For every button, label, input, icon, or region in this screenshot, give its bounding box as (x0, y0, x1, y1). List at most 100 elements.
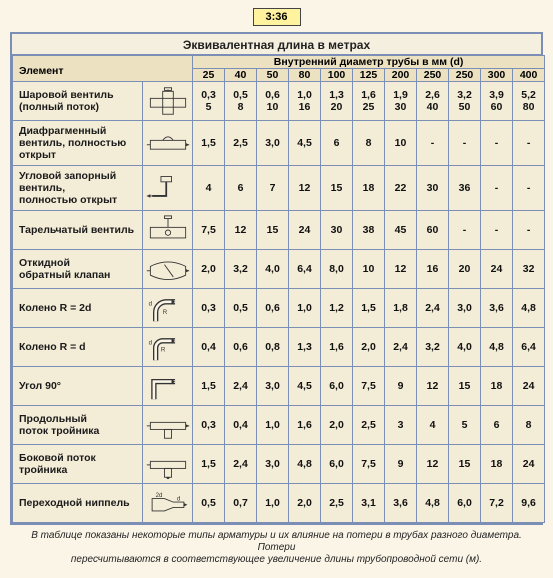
cell: 3,250 (449, 82, 481, 121)
cell: 6,0 (449, 484, 481, 523)
cell: 4,0 (257, 250, 289, 289)
cell: - (449, 211, 481, 250)
cell: 0,6 (225, 328, 257, 367)
cell: 7,5 (353, 445, 385, 484)
cell: 1,5 (193, 367, 225, 406)
cell: 32 (513, 250, 545, 289)
row-label: Переходной ниппель (13, 484, 143, 523)
col-header-d2: 50 (257, 69, 289, 82)
cell: 24 (513, 445, 545, 484)
cell: 6,0 (321, 445, 353, 484)
cell: 1,8 (385, 289, 417, 328)
cell: 0,8 (257, 328, 289, 367)
cell: 20 (449, 250, 481, 289)
cell: 7,5 (353, 367, 385, 406)
cell: 18 (481, 445, 513, 484)
cell: 1,5 (353, 289, 385, 328)
cell: 4,0 (449, 328, 481, 367)
cell: 2,0 (321, 406, 353, 445)
cell: 0,5 (193, 484, 225, 523)
cell: 3,6 (385, 484, 417, 523)
cell: 15 (449, 445, 481, 484)
row-label: Шаровой вентиль(полный поток) (13, 82, 143, 121)
cell: 9,6 (513, 484, 545, 523)
col-header-d4: 100 (321, 69, 353, 82)
teerun-icon (143, 406, 193, 445)
cell: 3,0 (257, 367, 289, 406)
cell: 8 (353, 121, 385, 166)
cell: 15 (449, 367, 481, 406)
cell: 6,0 (321, 367, 353, 406)
cell: 3,960 (481, 82, 513, 121)
col-header-d5: 125 (353, 69, 385, 82)
cell: 1,625 (353, 82, 385, 121)
cell: 4,5 (289, 121, 321, 166)
cell: 15 (257, 211, 289, 250)
row-label: Колено R = 2d (13, 289, 143, 328)
cell: 8 (513, 406, 545, 445)
table-container: Эквивалентная длина в метрах Элемент Вну… (10, 32, 543, 525)
col-header-d1: 40 (225, 69, 257, 82)
cell: 2,4 (225, 367, 257, 406)
cell: 0,3 (193, 406, 225, 445)
cell: 9 (385, 445, 417, 484)
reducer-icon (143, 484, 193, 523)
table-row: Переходной ниппель0,50,71,02,02,53,13,64… (13, 484, 545, 523)
cell: 12 (225, 211, 257, 250)
cell: 1,6 (289, 406, 321, 445)
cell: 2,4 (225, 445, 257, 484)
teebranch-icon (143, 445, 193, 484)
cell: - (513, 166, 545, 211)
cell: 10 (385, 121, 417, 166)
cell: 5,280 (513, 82, 545, 121)
cell: 0,58 (225, 82, 257, 121)
cell: 4,5 (289, 367, 321, 406)
cell: 0,610 (257, 82, 289, 121)
equiv-length-table: Элемент Внутренний диаметр трубы в мм (d… (12, 55, 545, 523)
col-header-d10: 400 (513, 69, 545, 82)
cell: 60 (417, 211, 449, 250)
col-header-super: Внутренний диаметр трубы в мм (d) (193, 56, 545, 69)
cell: 12 (289, 166, 321, 211)
cell: 1,5 (193, 445, 225, 484)
row-label: Угол 90° (13, 367, 143, 406)
cell: 6 (321, 121, 353, 166)
cell: - (481, 166, 513, 211)
table-row: Продольныйпоток тройника0,30,41,01,62,02… (13, 406, 545, 445)
table-row: Откиднойобратный клапан2,03,24,06,48,010… (13, 250, 545, 289)
cell: 3,2 (225, 250, 257, 289)
cell: 6 (225, 166, 257, 211)
angle-icon (143, 166, 193, 211)
row-label: Угловой запорный вентиль,полностью откры… (13, 166, 143, 211)
cell: 0,7 (225, 484, 257, 523)
cell: 1,0 (257, 484, 289, 523)
row-label: Тарельчатый вентиль (13, 211, 143, 250)
table-row: Угловой запорный вентиль,полностью откры… (13, 166, 545, 211)
cell: 3,1 (353, 484, 385, 523)
col-header-d7: 250 (417, 69, 449, 82)
cell: 45 (385, 211, 417, 250)
corner90-icon (143, 367, 193, 406)
cell: - (513, 121, 545, 166)
cell: 2,5 (321, 484, 353, 523)
cell: 3 (385, 406, 417, 445)
row-label: Продольныйпоток тройника (13, 406, 143, 445)
table-row: Шаровой вентиль(полный поток)0,350,580,6… (13, 82, 545, 121)
table-footnote: В таблице показаны некоторые типы армату… (10, 525, 543, 568)
cell: 3,0 (257, 121, 289, 166)
gate-icon (143, 82, 193, 121)
cell: 4 (417, 406, 449, 445)
cell: 1,320 (321, 82, 353, 121)
cell: 2,0 (353, 328, 385, 367)
cell: 9 (385, 367, 417, 406)
cell: 1,0 (289, 289, 321, 328)
cell: 4,8 (289, 445, 321, 484)
cell: 1,6 (321, 328, 353, 367)
row-label: Боковой поток тройника (13, 445, 143, 484)
table-row: Диафрагменныйвентиль, полностьюоткрыт1,5… (13, 121, 545, 166)
cell: 18 (481, 367, 513, 406)
cell: 12 (417, 367, 449, 406)
diaphragm-icon (143, 121, 193, 166)
cell: 36 (449, 166, 481, 211)
cell: 0,4 (225, 406, 257, 445)
